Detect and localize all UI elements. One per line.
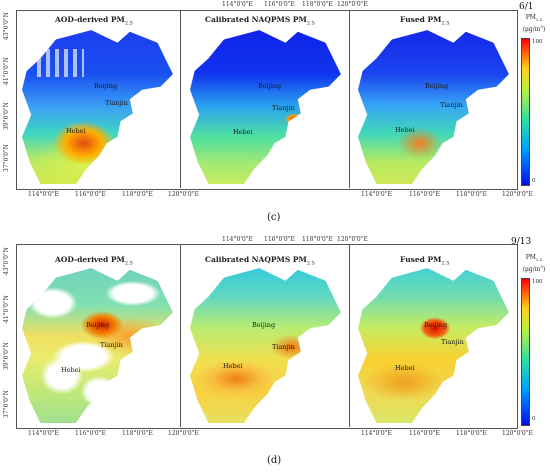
lat-tick: 43°0'0"N (3, 247, 10, 275)
date-label: 6/1 (519, 2, 534, 12)
city-label-hebei: Hebei (61, 366, 81, 374)
city-label-hebei: Hebei (395, 126, 415, 134)
lat-tick: 37°0'0"N (3, 390, 10, 418)
colorbar-label: PM2.5 (μg/m3) (522, 254, 546, 274)
city-label-beijing: Beijing (86, 321, 110, 329)
panel-divider (349, 244, 350, 427)
bottom-tick: 118°0'0"E (456, 430, 487, 437)
top-tick: 114°0'0"E (222, 236, 253, 243)
colorbar-max: 100 (532, 39, 543, 45)
bottom-tick: 120°0'0"E (168, 191, 199, 198)
bottom-tick: 120°0'0"E (502, 191, 533, 198)
city-label-tianjin: Tianjin (440, 101, 463, 109)
bottom-tick: 120°0'0"E (502, 430, 533, 437)
bottom-tick: 118°0'0"E (122, 430, 153, 437)
colorbar-min: 0 (532, 178, 536, 184)
bottom-tick: 118°0'0"E (456, 191, 487, 198)
lat-tick: 39°0'0"N (3, 102, 10, 130)
panel-divider (180, 244, 181, 427)
figure-caption: (d) (267, 455, 282, 466)
lat-tick: 41°0'0"N (3, 57, 10, 85)
bottom-tick: 114°0'0"E (28, 430, 59, 437)
date-label: 9/13 (511, 237, 532, 247)
colorbar (521, 278, 530, 426)
bottom-tick: 116°0'0"E (409, 430, 440, 437)
top-tick: 118°0'0"E (302, 236, 333, 243)
bottom-tick: 120°0'0"E (168, 430, 199, 437)
city-label-beijing: Beijing (252, 321, 276, 329)
bottom-tick: 114°0'0"E (361, 430, 392, 437)
lat-tick: 39°0'0"N (3, 342, 10, 370)
city-label-beijing: Beijing (258, 82, 282, 90)
figure-caption: (c) (267, 212, 281, 223)
panel-title-naqpms: Calibrated NAQPMS PM2.5 (205, 15, 315, 27)
bottom-tick: 116°0'0"E (75, 191, 106, 198)
city-label-hebei: Hebei (66, 127, 86, 135)
colorbar-min: 0 (532, 416, 536, 422)
city-label-hebei: Hebei (223, 362, 243, 370)
bottom-tick: 116°0'0"E (409, 191, 440, 198)
top-tick: 118°0'0"E (302, 1, 333, 8)
city-label-beijing: Beijing (424, 321, 448, 329)
bottom-tick: 114°0'0"E (361, 191, 392, 198)
panel-divider (349, 10, 350, 188)
colorbar (521, 38, 530, 186)
top-tick: 114°0'0"E (222, 1, 253, 8)
top-tick: 116°0'0"E (264, 1, 295, 8)
bottom-tick: 118°0'0"E (122, 191, 153, 198)
panel-title-fused: Fused PM2.5 (400, 15, 450, 27)
city-label-tianjin: Tianjin (100, 341, 123, 349)
panel-divider (180, 10, 181, 188)
city-label-hebei: Hebei (233, 128, 253, 136)
city-label-tianjin: Tianjin (272, 104, 295, 112)
lat-tick: 37°0'0"N (3, 144, 10, 172)
colorbar-max: 100 (532, 279, 543, 285)
top-tick: 116°0'0"E (264, 236, 295, 243)
city-label-tianjin: Tianjin (441, 338, 464, 346)
city-label-beijing: Beijing (425, 82, 449, 90)
top-tick: 120°0'0"E (337, 1, 368, 8)
city-label-beijing: Beijing (94, 82, 118, 90)
city-label-hebei: Hebei (395, 364, 415, 372)
bottom-tick: 114°0'0"E (28, 191, 59, 198)
top-tick: 120°0'0"E (337, 236, 368, 243)
panel-title-aod: AOD-derived PM2.5 (55, 255, 133, 267)
colorbar-label: PM2.5 (μg/m3) (522, 14, 546, 34)
lat-tick: 41°0'0"N (3, 295, 10, 323)
panel-title-naqpms: Calibrated NAQPMS PM2.5 (205, 255, 315, 267)
bottom-tick: 116°0'0"E (75, 430, 106, 437)
lat-tick: 43°0'0"N (3, 12, 10, 40)
panel-title-aod: AOD-derived PM2.5 (55, 15, 133, 27)
city-label-tianjin: Tianjin (272, 343, 295, 351)
city-label-tianjin: Tianjin (105, 99, 128, 107)
panel-title-fused: Fused PM2.5 (400, 255, 450, 267)
